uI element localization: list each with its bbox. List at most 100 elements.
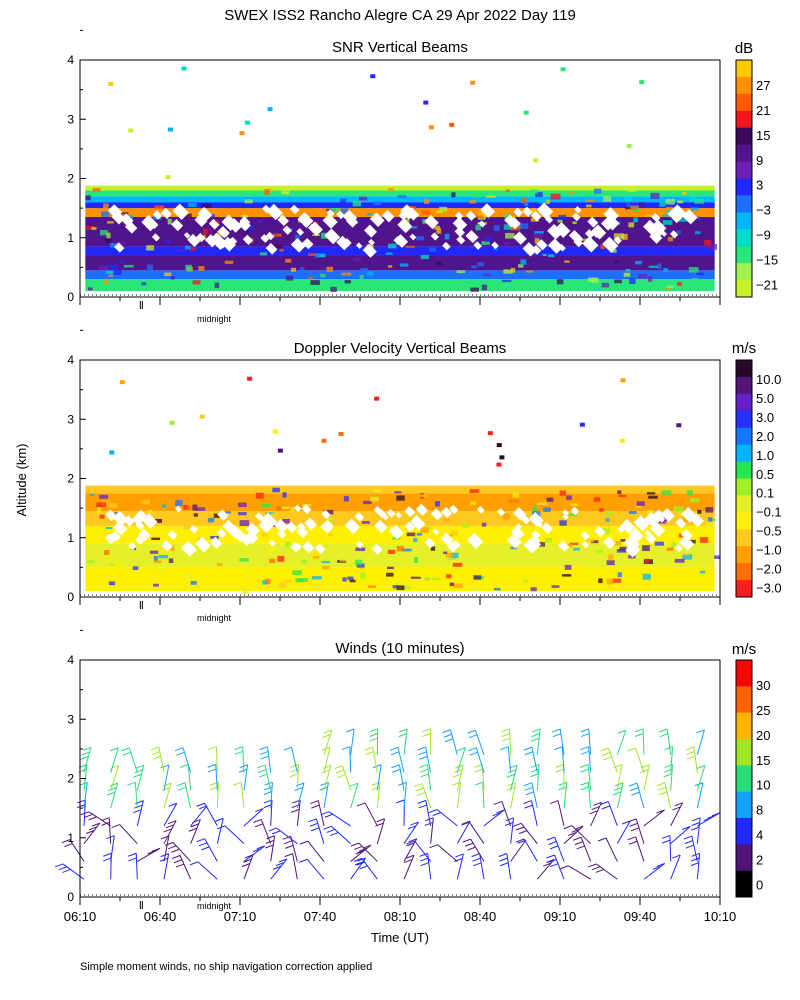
missing-data-cell bbox=[221, 236, 236, 252]
missing-data-cell bbox=[548, 238, 564, 254]
missing-data-cell bbox=[465, 230, 479, 244]
missing-data-cell bbox=[355, 242, 363, 249]
wind-barb bbox=[561, 746, 565, 773]
field-speckle bbox=[705, 507, 714, 513]
y-tick-label: 0 bbox=[67, 590, 74, 604]
colorbar-swatch bbox=[736, 161, 752, 179]
wind-barb bbox=[616, 764, 623, 791]
field-speckle bbox=[614, 260, 619, 264]
wind-barb bbox=[110, 782, 119, 809]
missing-data-cell bbox=[454, 211, 464, 221]
wind-barb-flag bbox=[196, 802, 205, 807]
wind-barb bbox=[190, 819, 201, 844]
wind-barb bbox=[666, 728, 672, 755]
missing-data-cell bbox=[397, 218, 413, 234]
wind-barb bbox=[587, 764, 592, 791]
wind-barb-flag bbox=[600, 801, 609, 805]
field-speckle bbox=[605, 511, 614, 516]
field-speckle bbox=[132, 566, 139, 570]
field-speckle bbox=[585, 199, 595, 203]
wind-barb-flag bbox=[103, 852, 112, 857]
colorbar-label: 30 bbox=[756, 678, 770, 693]
missing-data-cell bbox=[141, 214, 158, 232]
field-speckle bbox=[339, 559, 347, 562]
wind-barb-flag bbox=[515, 826, 525, 831]
missing-data-cell bbox=[152, 210, 163, 220]
wind-barb-flag bbox=[631, 791, 640, 796]
wind-barb-flag bbox=[501, 728, 510, 733]
field-speckle bbox=[365, 546, 375, 552]
upper-echo bbox=[169, 420, 175, 425]
field-speckle bbox=[196, 507, 206, 511]
wind-barb-flag bbox=[168, 845, 177, 850]
missing-data-cell bbox=[451, 539, 461, 550]
missing-data-cell bbox=[394, 234, 409, 248]
missing-data-cell bbox=[112, 520, 128, 536]
wind-barb bbox=[696, 782, 704, 809]
wind-barb-flag bbox=[133, 809, 142, 814]
upper-echo bbox=[423, 100, 429, 105]
wind-barb-flag bbox=[501, 737, 511, 742]
wind-barb-flag bbox=[189, 861, 199, 866]
field-speckle bbox=[568, 513, 577, 517]
upper-echo bbox=[109, 450, 115, 455]
missing-data-cell bbox=[222, 519, 236, 534]
field-speckle bbox=[151, 537, 161, 541]
colorbar-swatch bbox=[736, 178, 752, 196]
field-speckle bbox=[111, 575, 116, 578]
wind-barb bbox=[636, 782, 645, 809]
wind-barb-flag bbox=[389, 746, 399, 751]
missing-data-cell bbox=[124, 221, 138, 234]
missing-data-cell bbox=[262, 204, 271, 214]
wind-barb-flag bbox=[686, 750, 695, 755]
wind-barb bbox=[531, 782, 538, 809]
field-speckle bbox=[89, 493, 95, 497]
field-speckle bbox=[645, 214, 653, 217]
field-speckle bbox=[501, 279, 512, 283]
field-speckle bbox=[659, 202, 666, 207]
missing-data-cell bbox=[245, 530, 259, 545]
wind-barb-flag bbox=[354, 845, 363, 850]
missing-data-cell bbox=[594, 525, 606, 538]
wind-barb bbox=[449, 729, 458, 755]
colorbar-frame bbox=[735, 659, 753, 898]
wind-barb bbox=[341, 765, 352, 791]
field-speckle bbox=[550, 193, 561, 200]
wind-barb bbox=[376, 818, 386, 844]
wind-barb-flag bbox=[580, 786, 589, 791]
wind-barb bbox=[421, 783, 432, 809]
field-speckle bbox=[544, 554, 553, 558]
wind-barb-flag bbox=[685, 844, 694, 849]
missing-data-cell bbox=[580, 531, 590, 541]
wind-barb-flag bbox=[207, 768, 217, 773]
missing-data-cell bbox=[536, 202, 554, 219]
wind-barb-flag bbox=[128, 857, 137, 862]
wind-barb-flag bbox=[341, 746, 351, 751]
field-speckle bbox=[469, 489, 480, 494]
field-speckle bbox=[361, 521, 370, 524]
wind-barb-flag bbox=[558, 781, 567, 786]
upper-echo bbox=[496, 462, 502, 467]
field-speckle bbox=[387, 549, 396, 554]
field-speckle bbox=[86, 225, 95, 230]
missing-data-cell bbox=[476, 505, 485, 514]
field-speckle bbox=[245, 226, 256, 231]
field-speckle bbox=[392, 585, 398, 589]
missing-data-cell bbox=[260, 234, 270, 243]
wind-barb-flag bbox=[603, 756, 612, 761]
missing-data-cell bbox=[623, 535, 640, 552]
field-speckle bbox=[326, 208, 337, 212]
wind-barb-flag bbox=[690, 862, 699, 867]
field-speckle bbox=[617, 490, 622, 495]
missing-data-cell bbox=[554, 222, 571, 238]
missing-data-cell bbox=[513, 507, 527, 521]
wind-barb-flag bbox=[505, 817, 514, 822]
field-speckle bbox=[650, 192, 660, 199]
missing-data-cell bbox=[151, 233, 161, 242]
field-speckle bbox=[114, 512, 120, 515]
missing-data-cell bbox=[265, 242, 278, 255]
missing-data-cell bbox=[592, 230, 600, 238]
field-speckle bbox=[627, 188, 637, 192]
field-speckle bbox=[164, 272, 172, 277]
wind-barb bbox=[137, 847, 161, 862]
